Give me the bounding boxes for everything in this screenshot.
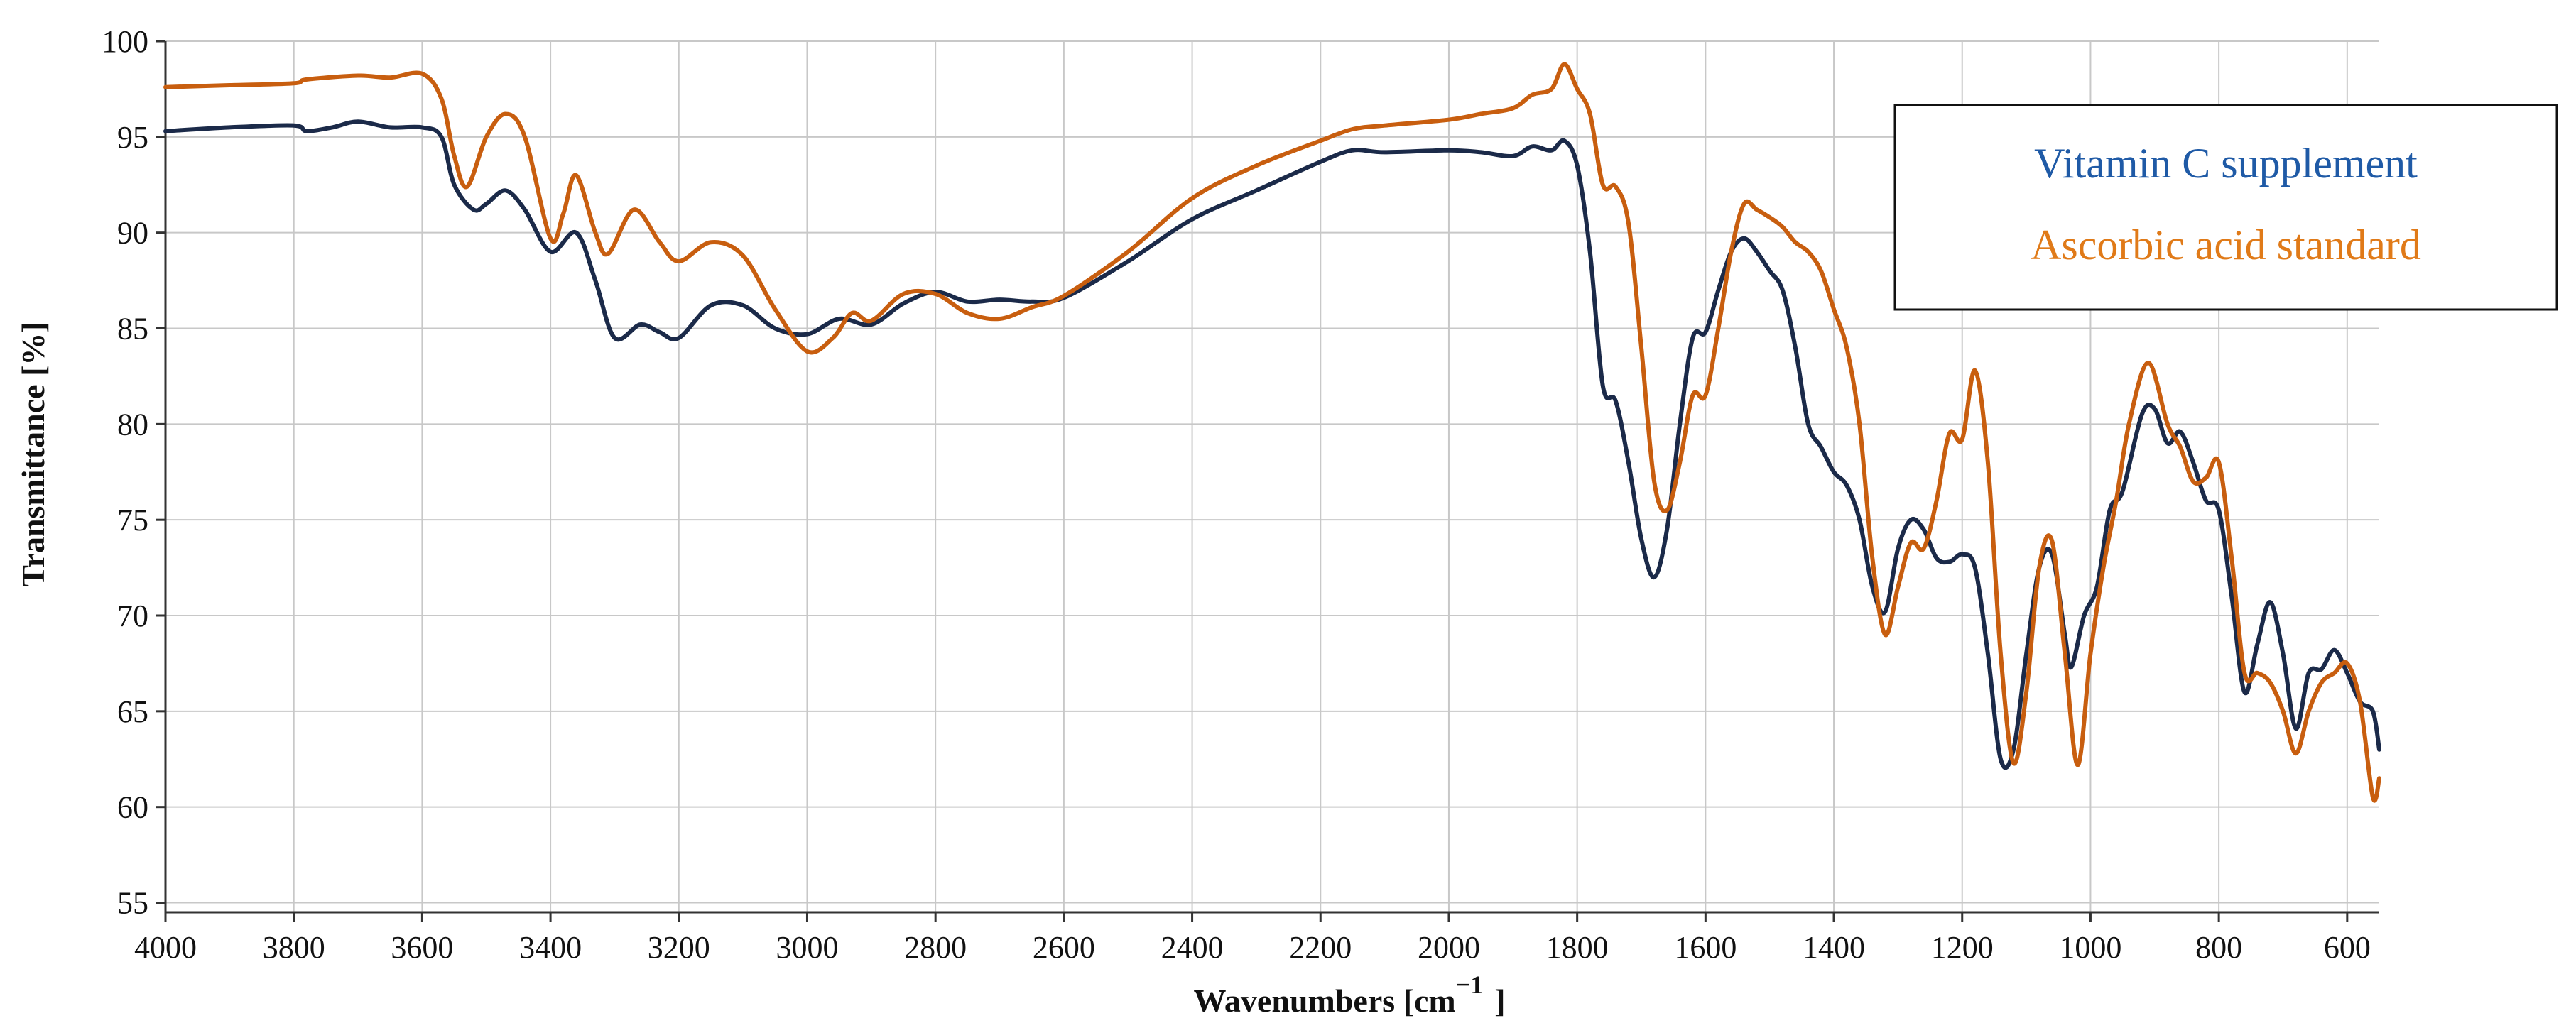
legend: Vitamin C supplement Ascorbic acid stand…	[1893, 104, 2558, 311]
x-tick-label-800: 800	[2195, 930, 2242, 965]
x-tick-label-1400: 1400	[1803, 930, 1865, 965]
x-tick-label-600: 600	[2324, 930, 2371, 965]
y-tick-label-95: 95	[117, 120, 148, 155]
y-tick-label-85: 85	[117, 312, 148, 346]
x-tick-label-3400: 3400	[519, 930, 582, 965]
x-tick-label-4000: 4000	[134, 930, 197, 965]
legend-entry-vitamin-c-supplement: Vitamin C supplement	[2034, 140, 2418, 187]
x-tick-label-2800: 2800	[904, 930, 967, 965]
x-tick-label-3000: 3000	[776, 930, 838, 965]
x-axis-title-superscript: −1	[1456, 971, 1484, 999]
series-lines	[163, 62, 2381, 803]
y-tick-label-60: 60	[117, 790, 148, 825]
y-tick-label-65: 65	[117, 694, 148, 729]
x-tick-label-1200: 1200	[1931, 930, 1994, 965]
x-tick-label-2600: 2600	[1033, 930, 1095, 965]
x-axis-title-close: ]	[1494, 983, 1505, 1019]
y-tick-label-55: 55	[117, 886, 148, 921]
y-tick-label-80: 80	[117, 407, 148, 442]
x-tick-labels: 4000 3800 3600 3400 3200 3000 2800 2600 2400 2200…	[134, 930, 2371, 965]
grid	[165, 40, 2379, 912]
series-line-vitamin-c-supplement	[163, 119, 2381, 770]
y-tick-label-90: 90	[117, 216, 148, 251]
y-axis-title: Transmittance [%]	[15, 322, 51, 586]
x-tick-label-3800: 3800	[263, 930, 325, 965]
x-tick-label-2200: 2200	[1289, 930, 1352, 965]
y-tick-label-100: 100	[102, 24, 148, 59]
x-axis-title: Wavenumbers [cm−1]	[1193, 971, 1505, 1019]
x-tick-label-1800: 1800	[1546, 930, 1609, 965]
legend-entry-ascorbic-acid-standard: Ascorbic acid standard	[2031, 222, 2421, 268]
legend-box	[1893, 104, 2558, 311]
x-tick-label-1000: 1000	[2059, 930, 2121, 965]
x-tick-label-2000: 2000	[1418, 930, 1480, 965]
x-tick-label-3600: 3600	[391, 930, 453, 965]
y-tick-label-75: 75	[117, 503, 148, 537]
x-tick-label-3200: 3200	[648, 930, 710, 965]
x-axis-title-main: Wavenumbers [cm	[1193, 983, 1455, 1019]
axes	[156, 40, 2379, 922]
y-tick-label-70: 70	[117, 599, 148, 633]
y-tick-labels: 55 60 65 70 75 80 85 90 95 100	[102, 24, 148, 921]
x-tick-label-2400: 2400	[1161, 930, 1224, 965]
series-line-ascorbic-acid-standard	[163, 62, 2381, 803]
x-tick-label-1600: 1600	[1674, 930, 1737, 965]
